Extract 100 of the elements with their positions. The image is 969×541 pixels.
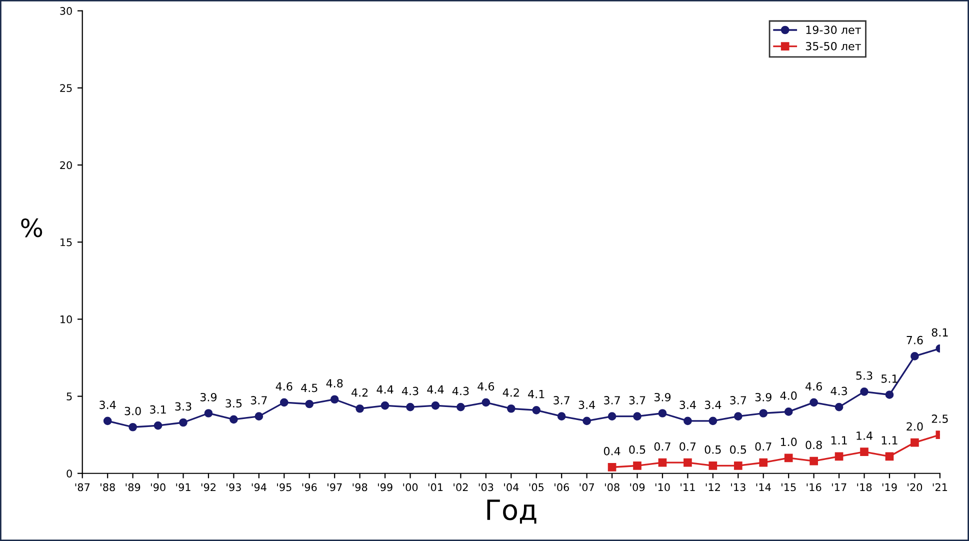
data-label: 4.0 [780,391,797,400]
data-label: 4.6 [478,382,494,391]
data-label: 3.9 [654,392,671,402]
x-tick-label: '99 [378,483,392,492]
data-label: 3.7 [250,396,267,404]
x-tick-label: '18 [857,483,872,492]
data-label: 1.1 [831,436,847,444]
data-label: 3.7 [554,396,570,404]
data-label: 3.1 [150,405,166,414]
point [204,409,213,418]
point [608,412,616,420]
y-tick-label: 25 [60,84,72,92]
point [103,416,112,426]
data-label: 3.3 [175,402,192,411]
data-label: 0.5 [629,445,646,454]
x-tick-label: '06 [554,483,569,492]
data-label: 2.5 [932,414,948,423]
x-tick-label: '12 [706,483,720,492]
data-label: 0.7 [680,442,696,451]
x-tick-label: '14 [756,483,771,492]
legend-label: 19-30 лет [806,26,861,34]
data-label: 4.1 [528,390,544,398]
data-label: 4.3 [830,386,847,396]
point [431,401,440,410]
data-label: 4.4 [427,385,444,394]
x-tick-label: '03 [478,483,494,492]
y-tick-label: 5 [66,392,72,400]
data-label: 3.7 [730,396,746,404]
x-tick-label: '01 [428,483,443,492]
point [834,402,844,412]
point [885,390,894,399]
x-tick-label: '94 [252,483,266,492]
data-label: 3.7 [604,396,620,404]
point [532,406,541,414]
x-tick-label: '89 [126,483,140,492]
point [684,458,692,467]
point [860,387,868,396]
x-tick-label: '17 [832,483,846,492]
point [380,401,390,410]
y-tick-label: 0 [66,470,72,478]
data-label: 4.6 [806,382,822,391]
data-label: 4.5 [301,384,318,392]
point [154,421,162,430]
x-tick-label: '11 [680,483,695,492]
data-label: 1.4 [856,432,872,440]
y-tick-label: 20 [60,161,72,170]
data-label: 0.7 [755,442,772,451]
data-label: 4.8 [326,379,343,388]
point [910,352,919,360]
point [633,412,642,420]
data-label: 0.4 [604,446,620,456]
x-tick-label: '91 [176,483,190,492]
point [810,456,818,466]
x-tick-label: '21 [932,483,948,492]
point [633,462,642,470]
data-label: 1.0 [780,438,797,446]
point [684,416,692,426]
data-label: 5.1 [882,374,898,383]
x-tick-label: '02 [454,483,468,492]
data-label: 5.3 [856,371,872,380]
point [482,398,490,407]
point [557,412,566,420]
x-tick-label: '09 [630,483,645,492]
point [179,418,188,427]
data-label: 3.5 [226,399,242,408]
point [456,402,465,412]
x-tick-label: '04 [504,483,519,492]
data-label: 4.3 [452,386,469,396]
x-tick-label: '16 [806,483,822,492]
x-tick-label: '93 [226,483,241,492]
point [658,458,667,467]
point [406,402,414,412]
x-tick-label: '98 [352,483,368,492]
point [810,398,818,407]
data-label: 3.0 [124,406,141,416]
x-tick-label: '95 [277,483,292,492]
y-tick-label: 10 [60,315,72,324]
x-tick-label: '07 [580,483,594,492]
data-label: 0.8 [806,440,822,450]
point [658,409,667,418]
data-label: 4.4 [376,385,394,394]
y-tick-label: 30 [60,7,72,15]
x-tick-label: '10 [655,483,670,492]
point [784,454,793,462]
data-label: 1.1 [882,436,898,444]
data-label: 8.1 [932,328,948,337]
data-label: 0.5 [704,445,721,454]
data-label: 3.4 [704,400,722,410]
x-tick-label: '92 [201,483,216,492]
data-label: 3.4 [680,400,696,410]
data-label: 4.2 [502,388,519,397]
point [734,412,742,420]
point [759,409,768,418]
point [784,408,793,416]
x-tick-label: '90 [150,483,166,492]
data-label: 4.2 [352,388,368,397]
point [254,412,264,420]
data-label: 3.7 [629,396,646,404]
point [708,462,718,470]
point [734,462,742,470]
